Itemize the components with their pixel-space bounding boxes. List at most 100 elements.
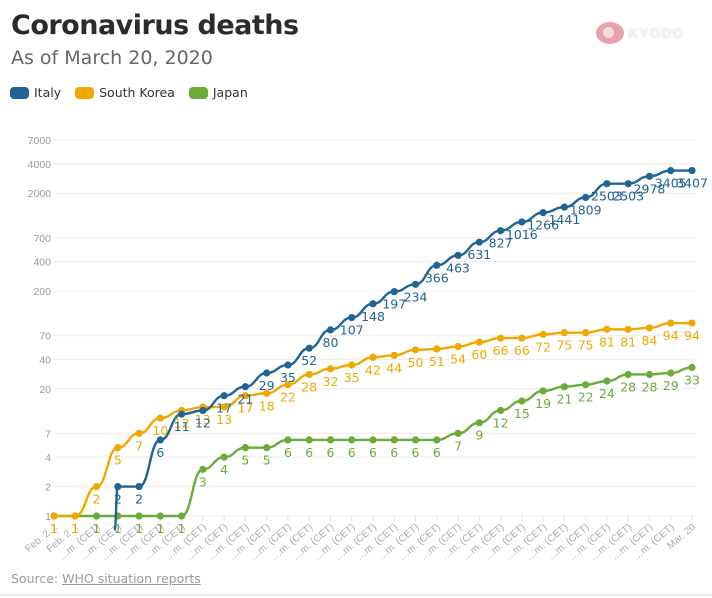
data-label-south-korea: 2 <box>93 492 101 507</box>
data-point-south-korea <box>603 325 611 333</box>
data-point-italy <box>454 251 462 259</box>
data-point-japan <box>199 465 207 473</box>
data-label-japan: 6 <box>305 445 313 460</box>
data-point-south-korea <box>411 346 420 354</box>
data-label-japan: 7 <box>454 438 462 453</box>
y-tick-label: 2000 <box>28 188 52 200</box>
data-point-south-korea <box>497 334 505 342</box>
y-tick-label: 1 <box>45 511 51 523</box>
data-label-italy: 3407 <box>676 176 708 191</box>
data-point-japan <box>241 444 249 452</box>
data-label-japan: 33 <box>684 373 700 388</box>
grid-lines <box>54 139 696 517</box>
data-label-japan: 6 <box>369 445 377 460</box>
y-tick-label: 4 <box>45 452 51 464</box>
data-label-italy: 463 <box>446 260 470 275</box>
y-tick-label: 40 <box>39 354 51 366</box>
data-point-italy <box>433 261 441 269</box>
y-tick-label: 4000 <box>28 159 52 171</box>
data-point-italy <box>411 280 420 288</box>
legend-label-italy: Italy <box>34 85 62 100</box>
data-point-japan <box>263 444 271 452</box>
data-point-italy <box>241 383 249 391</box>
data-label-south-korea: 50 <box>408 355 424 370</box>
legend-swatch-south-korea <box>75 86 95 99</box>
data-label-italy: 52 <box>301 353 317 368</box>
y-tick-label: 400 <box>33 257 51 269</box>
data-point-south-korea <box>114 444 122 452</box>
data-label-japan: 4 <box>220 462 228 477</box>
legend-item-italy[interactable]: Italy <box>10 85 61 100</box>
data-point-south-korea <box>539 330 547 338</box>
data-label-japan: 1 <box>114 521 122 536</box>
source-prefix: Source: <box>11 571 63 586</box>
data-label-italy: 827 <box>489 236 513 251</box>
data-point-south-korea <box>326 365 335 373</box>
data-label-south-korea: 42 <box>365 362 381 377</box>
data-point-italy <box>667 167 675 175</box>
x-axis: Feb. 2…Feb. 2……m. (CET)…m. (CET)…m. (CET… <box>23 516 698 563</box>
data-label-south-korea: 12 <box>174 415 190 430</box>
data-label-italy: 2 <box>135 492 143 507</box>
y-tick-label: 200 <box>33 286 51 298</box>
data-point-japan <box>667 369 675 377</box>
data-point-japan <box>475 419 483 427</box>
data-label-italy: 197 <box>382 297 406 312</box>
data-point-japan <box>326 436 335 444</box>
data-label-south-korea: 32 <box>323 374 339 389</box>
data-point-japan <box>518 397 526 405</box>
data-point-japan <box>454 429 462 437</box>
data-label-italy: 11 <box>174 419 190 434</box>
data-point-south-korea <box>667 319 675 327</box>
data-point-south-korea <box>582 329 590 337</box>
legend-label-japan: Japan <box>212 85 248 100</box>
data-point-japan <box>284 436 292 444</box>
data-point-italy <box>178 410 186 418</box>
legend-item-south-korea[interactable]: South Korea <box>75 85 175 100</box>
data-label-japan: 24 <box>599 386 615 401</box>
source-link[interactable]: WHO situation reports <box>62 571 201 586</box>
data-label-south-korea: 13 <box>195 412 211 427</box>
data-label-italy: 2503 <box>591 189 623 204</box>
data-point-japan <box>688 363 696 372</box>
data-point-japan <box>220 453 228 461</box>
data-point-japan <box>560 383 569 391</box>
legend-swatch-italy <box>10 86 29 99</box>
data-point-south-korea <box>348 361 356 369</box>
data-label-japan: 6 <box>326 445 334 460</box>
data-label-italy: 12 <box>195 415 211 430</box>
data-point-italy <box>539 209 547 217</box>
data-label-italy: 3405 <box>655 176 687 191</box>
data-label-italy: 17 <box>216 401 232 416</box>
data-point-south-korea <box>284 381 292 389</box>
data-point-japan <box>645 370 654 379</box>
data-label-italy: 6 <box>156 445 164 460</box>
data-point-japan <box>92 512 101 520</box>
data-point-japan <box>624 370 632 379</box>
data-point-italy <box>263 369 271 377</box>
kyodo-logo-icon <box>596 22 624 44</box>
data-point-italy <box>220 392 228 400</box>
data-label-italy: 148 <box>361 309 385 324</box>
data-point-italy <box>518 218 526 226</box>
data-point-italy <box>497 227 505 235</box>
y-tick-label: 2 <box>45 482 51 494</box>
data-label-italy: 21 <box>237 392 253 407</box>
data-point-south-korea <box>433 345 441 353</box>
data-point-south-korea <box>688 319 696 327</box>
data-label-japan: 9 <box>475 428 483 443</box>
kyodo-logo-text: KYODO <box>628 25 685 41</box>
data-point-japan <box>433 436 441 444</box>
data-point-italy <box>284 361 292 369</box>
data-point-italy <box>560 203 569 211</box>
data-label-japan: 19 <box>535 396 551 411</box>
data-label-japan: 6 <box>412 445 420 460</box>
chart-legend: Italy South Korea Japan <box>10 85 248 100</box>
data-point-italy <box>305 344 313 352</box>
legend-item-japan[interactable]: Japan <box>188 85 248 100</box>
data-point-south-korea <box>305 370 313 379</box>
data-point-italy <box>348 313 356 322</box>
data-label-japan: 1 <box>93 521 101 536</box>
data-point-italy <box>156 436 164 444</box>
